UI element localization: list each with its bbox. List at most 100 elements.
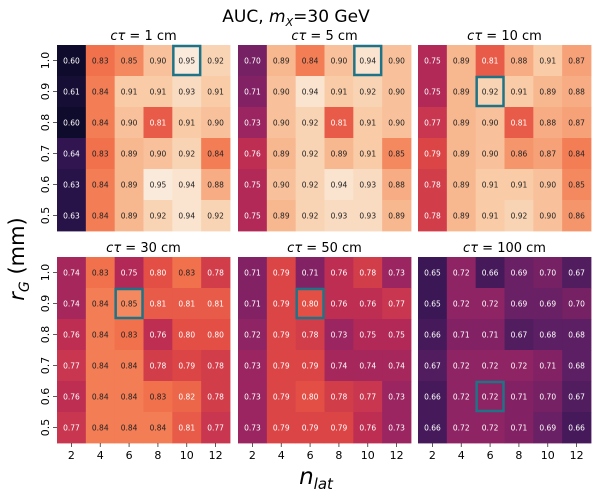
heatmap-cell <box>353 45 383 77</box>
heatmap-cell <box>266 169 297 201</box>
cell-value-label: 0.81 <box>331 118 348 127</box>
cell-value-label: 0.89 <box>121 180 138 189</box>
cell-value-label: 0.87 <box>568 56 585 65</box>
heatmap-cell <box>295 288 325 320</box>
heatmap-cell <box>57 45 87 77</box>
heatmap-cell <box>382 76 412 108</box>
heatmap-cell <box>143 288 173 320</box>
heatmap-cell <box>382 138 412 170</box>
heatmap-cell <box>266 200 297 232</box>
heatmap-cell <box>533 412 563 444</box>
heatmap-cell <box>382 107 412 139</box>
x-tick-label: 8 <box>515 449 522 462</box>
cell-value-label: 0.90 <box>273 87 290 96</box>
heatmap-cell <box>562 138 592 170</box>
cell-value-label: 0.83 <box>92 56 109 65</box>
cell-value-label: 0.88 <box>511 56 528 65</box>
x-tick-label: 12 <box>209 449 223 462</box>
cell-value-label: 0.76 <box>359 423 376 432</box>
cell-value-label: 0.84 <box>121 361 138 370</box>
heatmap-cell <box>85 350 116 382</box>
cell-value-label: 0.79 <box>331 423 348 432</box>
heatmap-cell <box>266 76 297 108</box>
cell-value-label: 0.89 <box>121 149 138 158</box>
cell-value-label: 0.94 <box>302 87 319 96</box>
cell-value-label: 0.92 <box>207 56 224 65</box>
cell-value-label: 0.79 <box>424 149 441 158</box>
cell-value-label: 0.73 <box>244 118 261 127</box>
panel-title-symbol: cτ <box>467 29 482 44</box>
cell-value-label: 0.89 <box>273 149 290 158</box>
heatmap-cell <box>382 257 412 289</box>
cell-value-label: 0.68 <box>568 330 585 339</box>
heatmap-cell <box>143 319 173 351</box>
heatmap-cell <box>562 412 592 444</box>
cell-value-label: 0.93 <box>178 87 195 96</box>
y-axis-label: rG (mm) <box>5 217 33 300</box>
cell-value-label: 0.74 <box>359 361 376 370</box>
cell-value-label: 0.74 <box>388 361 405 370</box>
highlight-box <box>475 380 505 413</box>
cell-value-label: 0.94 <box>359 56 376 65</box>
heatmap-cell <box>324 169 354 201</box>
heatmap-cell <box>504 319 534 351</box>
cell-value-label: 0.90 <box>482 118 499 127</box>
panel-title: cτ = 1 cm <box>110 29 176 44</box>
cell-value-label: 0.78 <box>302 330 319 339</box>
cell-value-label: 0.73 <box>244 392 261 401</box>
heatmap-cell <box>57 138 87 170</box>
cell-value-label: 0.72 <box>453 361 470 370</box>
heatmap-cell <box>238 319 268 351</box>
cell-value-label: 0.95 <box>178 56 195 65</box>
x-tick-label: 6 <box>126 449 133 462</box>
heatmap-cell <box>85 138 116 170</box>
panel-title-symbol: cτ <box>106 241 121 256</box>
heatmap-cell <box>533 381 563 413</box>
heatmap-cell <box>238 76 268 108</box>
heatmap-panel-6: cτ = 100 cm 0.65 0.72 0.66 0.69 0.70 0.67 0.65 0… <box>418 241 592 462</box>
x-tick-label: 6 <box>487 449 494 462</box>
heatmap-cell <box>324 381 354 413</box>
heatmap-cell <box>295 45 325 77</box>
cell-value-label: 0.66 <box>568 423 585 432</box>
heatmap-panel-2: cτ = 5 cm 0.70 0.89 0.84 0.90 0.94 0.90 0.71 0.9… <box>238 29 412 232</box>
heatmap-cell <box>446 381 477 413</box>
heatmap-cell <box>57 350 87 382</box>
heatmap-cell <box>238 200 268 232</box>
heatmap-cell <box>418 45 448 77</box>
cell-value-label: 0.90 <box>150 149 167 158</box>
panel-title-symbol: cτ <box>287 241 302 256</box>
cell-value-label: 0.84 <box>150 423 167 432</box>
cell-value-label: 0.91 <box>207 87 224 96</box>
heatmap-cell <box>504 381 534 413</box>
cell-value-label: 0.76 <box>63 330 80 339</box>
cell-value-label: 0.86 <box>511 149 528 158</box>
heatmap-cell <box>57 169 87 201</box>
heatmap-cell <box>201 200 231 232</box>
heatmap-cell <box>266 350 297 382</box>
cell-value-label: 0.90 <box>388 87 405 96</box>
cell-value-label: 0.76 <box>244 149 261 158</box>
cell-value-label: 0.91 <box>482 211 499 220</box>
heatmap-cell <box>295 350 325 382</box>
y-tick-label: 0.8 <box>39 114 52 132</box>
heatmap-cell <box>57 381 87 413</box>
cell-value-label: 0.76 <box>331 299 348 308</box>
heatmap-cell <box>324 76 354 108</box>
heatmap-cell <box>382 169 412 201</box>
x-tick-label: 4 <box>278 449 285 462</box>
cell-value-label: 0.66 <box>424 330 441 339</box>
heatmap-cell <box>238 169 268 201</box>
cell-value-label: 0.78 <box>207 268 224 277</box>
heatmap-cell <box>172 107 202 139</box>
heatmap-cell <box>475 257 505 289</box>
heatmap-cell <box>504 350 534 382</box>
cell-value-label: 0.71 <box>302 268 319 277</box>
cell-value-label: 0.80 <box>150 268 167 277</box>
heatmap-cell <box>562 350 592 382</box>
heatmap-cell <box>353 412 383 444</box>
cell-value-label: 0.83 <box>150 392 167 401</box>
panel-title-value: = 50 cm <box>302 241 362 256</box>
heatmap-cell <box>418 381 448 413</box>
highlight-box <box>475 75 505 108</box>
